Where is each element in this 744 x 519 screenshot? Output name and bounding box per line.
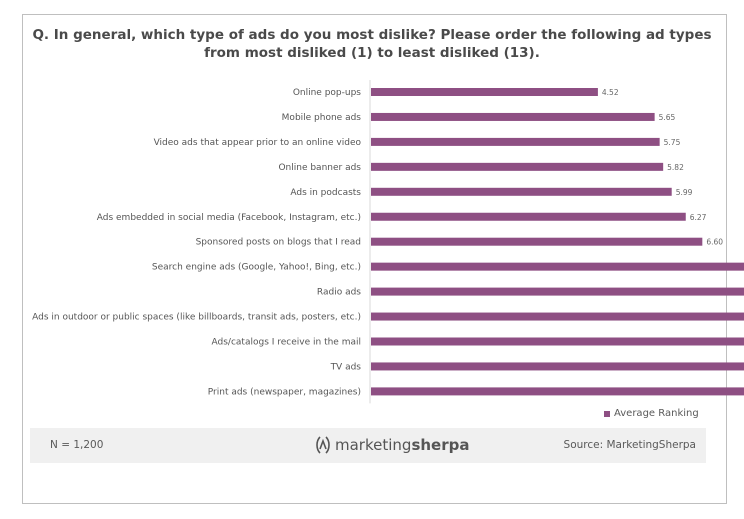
bar <box>371 237 703 246</box>
bar-value-label: 5.82 <box>667 163 684 172</box>
bar <box>371 187 672 196</box>
bar <box>371 337 744 346</box>
legend: Average Ranking <box>604 408 699 419</box>
category-label: Mobile phone ads <box>282 113 362 123</box>
legend-label: Average Ranking <box>614 408 699 419</box>
category-label: Online pop-ups <box>293 88 361 98</box>
footer-bar: N = 1,200 marketing sherpa Source: Market… <box>30 428 706 463</box>
category-label: Search engine ads (Google, Yahoo!, Bing,… <box>152 263 361 273</box>
category-label: Video ads that appear prior to an online… <box>154 138 362 148</box>
bar-value-label: 5.75 <box>664 138 681 147</box>
bar <box>371 137 660 146</box>
category-label: Sponsored posts on blogs that I read <box>196 238 361 248</box>
bar <box>371 212 686 221</box>
category-label: Ads/catalogs I receive in the mail <box>212 338 361 348</box>
bar <box>371 287 744 296</box>
bar <box>371 162 664 171</box>
sherpa-logo-icon <box>316 436 330 454</box>
chart-title: Q. In general, which type of ads do you … <box>32 27 712 61</box>
bar <box>371 88 598 96</box>
bar <box>371 387 744 396</box>
category-label: Print ads (newspaper, magazines) <box>208 387 361 397</box>
bar-value-label: 5.99 <box>676 188 693 197</box>
bars-group: Online pop-ups 4.52 Mobile phone ads 5.65 Vi… <box>32 88 744 397</box>
bar <box>371 112 655 121</box>
bar-value-label: 6.60 <box>706 238 723 247</box>
bar <box>371 362 744 371</box>
bar <box>371 262 744 271</box>
bar <box>371 312 744 321</box>
category-label: Radio ads <box>317 288 361 298</box>
logo-text-regular: marketing <box>335 436 412 454</box>
category-label: TV ads <box>330 362 362 372</box>
bar-value-label: 6.27 <box>690 213 707 222</box>
marketingsherpa-logo: marketing sherpa <box>313 435 469 455</box>
category-label: Ads in podcasts <box>290 188 361 198</box>
category-label: Ads embedded in social media (Facebook, … <box>97 213 361 223</box>
logo-text-bold: sherpa <box>411 436 470 454</box>
legend-swatch <box>604 410 610 417</box>
category-label: Online banner ads <box>278 163 361 173</box>
bar-value-label: 5.65 <box>659 113 676 122</box>
sample-size: N = 1,200 <box>50 439 104 451</box>
bar-value-label: 4.52 <box>602 88 619 97</box>
source-note: Source: MarketingSherpa <box>563 439 696 451</box>
category-label: Ads in outdoor or public spaces (like bi… <box>32 313 361 323</box>
